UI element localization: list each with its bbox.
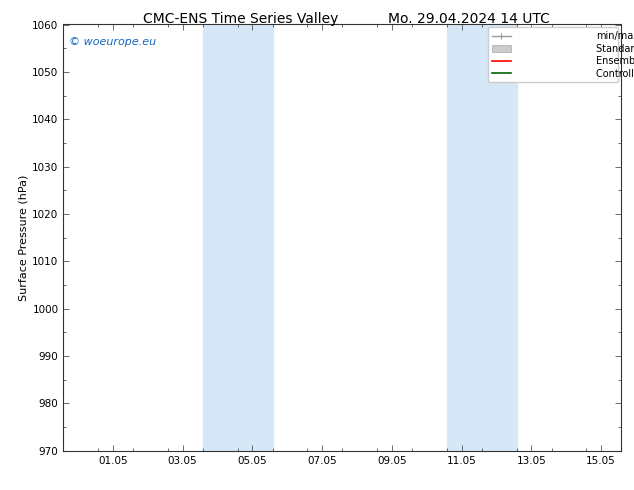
Text: © woeurope.eu: © woeurope.eu: [69, 37, 156, 48]
Legend: min/max, Standard deviation, Ensemble mean run, Controll run: min/max, Standard deviation, Ensemble me…: [488, 27, 618, 82]
Bar: [203, 24, 273, 451]
Text: CMC-ENS Time Series Valley: CMC-ENS Time Series Valley: [143, 12, 339, 26]
Text: Mo. 29.04.2024 14 UTC: Mo. 29.04.2024 14 UTC: [388, 12, 550, 26]
Y-axis label: Surface Pressure (hPa): Surface Pressure (hPa): [18, 174, 28, 301]
Bar: [447, 24, 517, 451]
